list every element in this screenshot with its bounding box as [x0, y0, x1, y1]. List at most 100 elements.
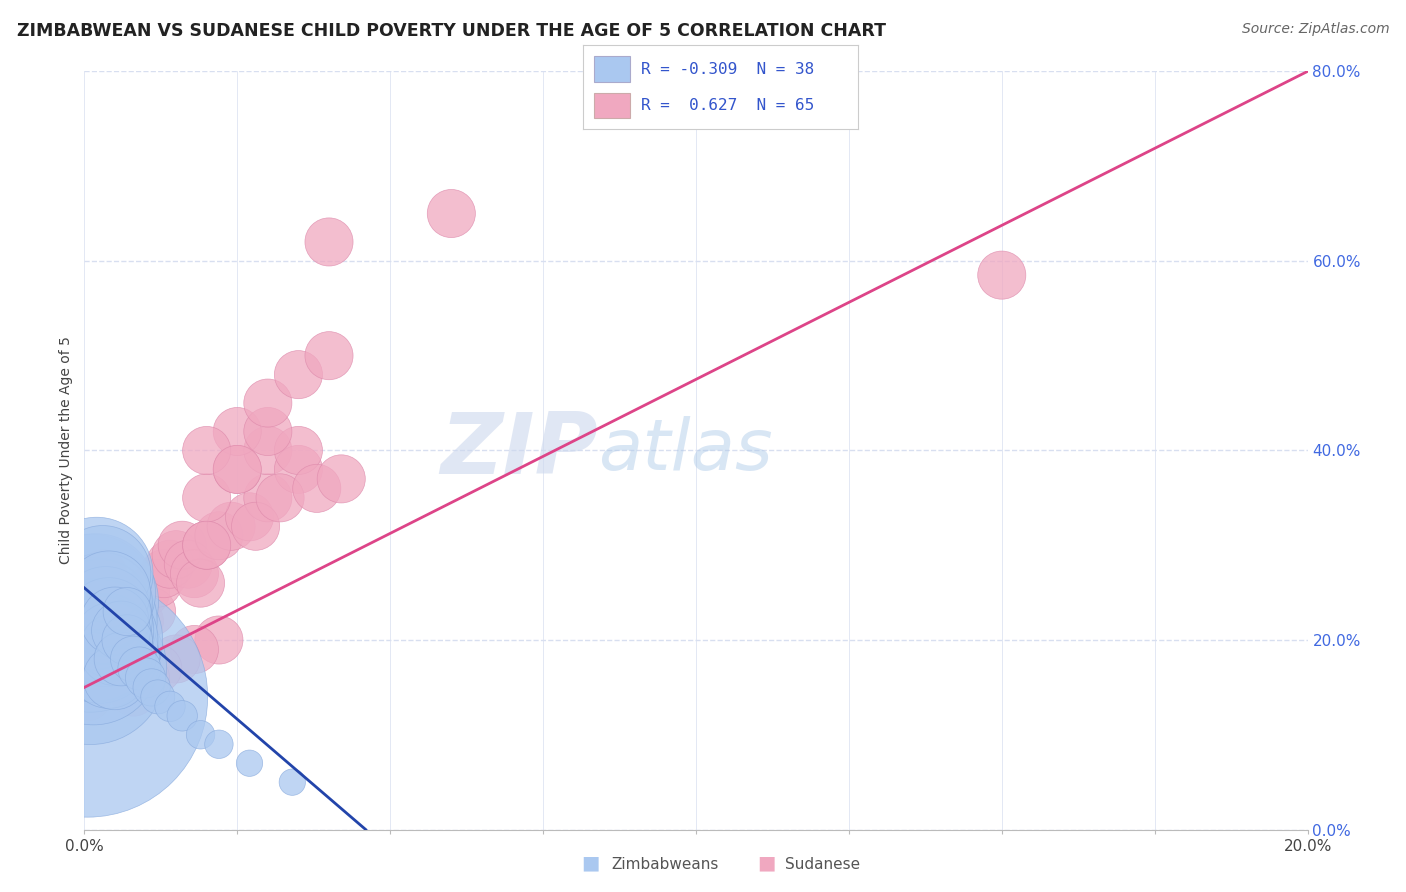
- Point: [287, 368, 309, 382]
- Point: [104, 585, 127, 599]
- Point: [104, 652, 127, 666]
- Point: [79, 633, 101, 648]
- Point: [159, 699, 181, 714]
- Point: [97, 614, 120, 628]
- Point: [135, 671, 157, 685]
- Point: [110, 652, 132, 666]
- Point: [86, 566, 108, 581]
- Point: [305, 482, 328, 496]
- Point: [195, 491, 218, 505]
- Point: [287, 462, 309, 476]
- Point: [135, 671, 157, 685]
- Text: atlas: atlas: [598, 416, 773, 485]
- Point: [135, 585, 157, 599]
- Point: [91, 624, 114, 638]
- Point: [195, 443, 218, 458]
- Point: [97, 661, 120, 675]
- Point: [146, 576, 169, 591]
- Point: [86, 585, 108, 599]
- Point: [94, 605, 117, 619]
- Point: [257, 443, 280, 458]
- Point: [208, 737, 231, 751]
- Point: [195, 538, 218, 552]
- Text: ZIP: ZIP: [440, 409, 598, 492]
- Point: [287, 443, 309, 458]
- Point: [91, 642, 114, 657]
- Point: [238, 756, 260, 771]
- Point: [165, 548, 187, 562]
- Point: [110, 614, 132, 628]
- Point: [110, 642, 132, 657]
- Point: [86, 633, 108, 648]
- Point: [141, 681, 163, 695]
- Bar: [595, 56, 630, 82]
- Point: [91, 605, 114, 619]
- Point: [76, 690, 98, 704]
- Point: [226, 425, 249, 439]
- Point: [79, 595, 101, 609]
- Point: [122, 595, 145, 609]
- Point: [146, 661, 169, 675]
- Point: [440, 206, 463, 220]
- Point: [115, 633, 138, 648]
- Point: [101, 633, 124, 648]
- Point: [330, 472, 353, 486]
- Point: [190, 576, 212, 591]
- Point: [104, 671, 127, 685]
- Point: [257, 425, 280, 439]
- Point: [195, 538, 218, 552]
- Point: [177, 557, 200, 572]
- Point: [97, 633, 120, 648]
- Text: ZIMBABWEAN VS SUDANESE CHILD POVERTY UNDER THE AGE OF 5 CORRELATION CHART: ZIMBABWEAN VS SUDANESE CHILD POVERTY UND…: [17, 22, 886, 40]
- Point: [257, 491, 280, 505]
- Point: [79, 661, 101, 675]
- Point: [122, 652, 145, 666]
- Text: R = -0.309  N = 38: R = -0.309 N = 38: [641, 62, 814, 77]
- Point: [226, 462, 249, 476]
- Text: ■: ■: [756, 854, 776, 872]
- Text: R =  0.627  N = 65: R = 0.627 N = 65: [641, 98, 814, 113]
- Point: [89, 642, 111, 657]
- Point: [104, 614, 127, 628]
- Point: [226, 462, 249, 476]
- Point: [76, 690, 98, 704]
- Point: [183, 566, 205, 581]
- Point: [141, 605, 163, 619]
- Text: Zimbabweans: Zimbabweans: [612, 857, 718, 872]
- Point: [86, 585, 108, 599]
- Point: [94, 633, 117, 648]
- Point: [281, 775, 304, 789]
- Point: [97, 661, 120, 675]
- Point: [91, 566, 114, 581]
- Point: [91, 566, 114, 581]
- Point: [165, 652, 187, 666]
- Point: [219, 519, 242, 533]
- Point: [115, 633, 138, 648]
- Point: [83, 652, 105, 666]
- Text: ■: ■: [581, 854, 600, 872]
- Point: [91, 595, 114, 609]
- Point: [128, 661, 150, 675]
- Point: [183, 642, 205, 657]
- Point: [79, 633, 101, 648]
- Point: [146, 690, 169, 704]
- Point: [245, 519, 267, 533]
- Text: Source: ZipAtlas.com: Source: ZipAtlas.com: [1241, 22, 1389, 37]
- Point: [172, 538, 194, 552]
- Point: [89, 605, 111, 619]
- Point: [153, 566, 176, 581]
- Point: [208, 529, 231, 543]
- Point: [122, 685, 145, 699]
- Point: [318, 235, 340, 249]
- Point: [128, 614, 150, 628]
- Point: [83, 652, 105, 666]
- Point: [190, 728, 212, 742]
- Point: [257, 396, 280, 410]
- Point: [159, 557, 181, 572]
- Point: [172, 708, 194, 723]
- Point: [79, 595, 101, 609]
- Point: [115, 605, 138, 619]
- Point: [86, 671, 108, 685]
- Point: [991, 268, 1014, 282]
- Point: [269, 491, 291, 505]
